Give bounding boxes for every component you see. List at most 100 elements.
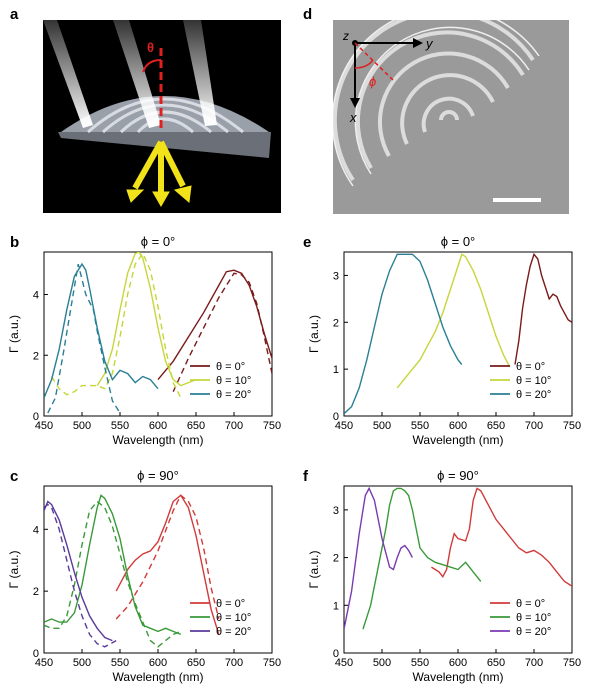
x-tick-label: 450 [35, 420, 53, 432]
legend-label: θ = 0° [516, 598, 545, 610]
x-tick-label: 650 [187, 420, 205, 432]
x-axis-label: Wavelength (nm) [413, 670, 504, 684]
chart-title: ϕ = 90° [437, 468, 479, 483]
x-tick-label: 600 [149, 657, 167, 669]
y-tick-label: 2 [33, 350, 39, 362]
legend-label: θ = 10° [516, 612, 551, 624]
x-tick-label: 500 [373, 657, 391, 669]
legend-label: θ = 0° [216, 361, 245, 373]
series-line-3 [44, 500, 182, 648]
y-tick-label: 0 [333, 411, 339, 423]
series-line-2 [44, 494, 182, 636]
x-tick-label: 750 [263, 420, 281, 432]
panel-letter-a: a [10, 6, 19, 23]
y-tick-label: 4 [33, 290, 39, 302]
legend-label: θ = 20° [516, 626, 551, 638]
x-tick-label: 550 [111, 420, 129, 432]
x-axis-label: Wavelength (nm) [113, 433, 204, 447]
series-line-0 [157, 269, 272, 381]
y-axis-label: Γ (a.u.) [7, 551, 21, 589]
y-tick-label: 4 [33, 524, 39, 536]
x-tick-label: 750 [263, 657, 281, 669]
sem-image-d: z y x ϕ [331, 6, 569, 214]
series-line-1 [115, 494, 220, 620]
chart-title: ϕ = 0° [141, 234, 176, 249]
series-line-2 [344, 253, 463, 415]
y-axis-label: y [425, 36, 434, 51]
legend-label: θ = 20° [216, 389, 251, 401]
x-tick-label: 450 [35, 657, 53, 669]
series-line-1 [172, 272, 272, 392]
illustration-a: θ [43, 20, 281, 213]
series-line-1 [396, 253, 511, 389]
panel-letter-c: c [10, 468, 19, 485]
x-tick-label: 600 [449, 657, 467, 669]
series-line-1 [362, 487, 482, 630]
series-line-0 [514, 252, 572, 365]
legend-label: θ = 20° [216, 626, 251, 638]
y-tick-label: 2 [333, 317, 339, 329]
series-line-2 [344, 486, 414, 630]
x-tick-label: 600 [149, 420, 167, 432]
z-axis-label: z [342, 29, 349, 43]
panel-letter-f: f [303, 468, 308, 485]
x-tick-label: 650 [487, 420, 505, 432]
y-axis-label: Γ (a.u.) [307, 315, 321, 353]
chart-c: ϕ = 90° 450 500 550 600 650 700 750 0 2 4 Wavelengt… [7, 468, 281, 684]
y-tick-label: 3 [333, 505, 339, 517]
series-line-5 [47, 263, 121, 414]
scale-bar [493, 198, 541, 202]
x-tick-label: 700 [525, 420, 543, 432]
theta-label: θ [147, 40, 154, 55]
x-axis-label: Wavelength (nm) [413, 433, 504, 447]
phi-label: ϕ [369, 74, 376, 89]
series-line-4 [44, 500, 113, 642]
x-tick-label: 550 [411, 420, 429, 432]
y-tick-label: 2 [333, 553, 339, 565]
y-tick-label: 0 [33, 411, 39, 423]
panel-letter-b: b [10, 234, 20, 251]
chart-title: ϕ = 0° [441, 234, 476, 249]
series-line-2 [96, 252, 197, 387]
x-tick-label: 750 [563, 420, 581, 432]
x-axis-label: Wavelength (nm) [113, 670, 204, 684]
y-axis-label: Γ (a.u.) [307, 551, 321, 589]
panel-letter-d: d [303, 6, 313, 23]
x-tick-label: 600 [449, 420, 467, 432]
x-tick-label: 450 [335, 657, 353, 669]
y-tick-label: 0 [333, 648, 339, 660]
y-axis-label: Γ (a.u.) [7, 315, 21, 353]
legend-label: θ = 20° [516, 389, 551, 401]
legend-label: θ = 0° [516, 361, 545, 373]
x-axis-label: x [349, 110, 357, 125]
x-tick-label: 500 [73, 420, 91, 432]
x-tick-label: 550 [411, 657, 429, 669]
series-line-5 [44, 503, 117, 648]
y-tick-label: 1 [333, 600, 339, 612]
legend-label: θ = 10° [516, 375, 551, 387]
x-tick-label: 700 [525, 657, 543, 669]
y-tick-label: 1 [333, 364, 339, 376]
series-line-4 [44, 262, 159, 399]
panel-letter-e: e [303, 234, 312, 251]
x-tick-label: 700 [225, 657, 243, 669]
chart-e: ϕ = 0° 450 500 550 600 650 700 750 0 1 2 3 Wavelengt… [307, 234, 581, 447]
legend-label: θ = 10° [216, 612, 251, 624]
x-tick-label: 650 [187, 657, 205, 669]
x-tick-label: 550 [111, 657, 129, 669]
x-tick-label: 450 [335, 420, 353, 432]
x-tick-label: 500 [373, 420, 391, 432]
series-line-0 [115, 494, 220, 635]
y-tick-label: 2 [33, 586, 39, 598]
series-line-0 [431, 487, 572, 587]
legend-label: θ = 0° [216, 598, 245, 610]
y-tick-label: 3 [333, 270, 339, 282]
chart-b: ϕ = 0° 450 500 550 600 650 700 750 0 2 4 Wavelength… [7, 234, 281, 447]
x-tick-label: 750 [563, 657, 581, 669]
x-tick-label: 500 [73, 657, 91, 669]
chart-title: ϕ = 90° [137, 468, 179, 483]
chart-f: ϕ = 90° 450 500 550 600 650 700 750 0 1 2 3 Waveleng… [307, 468, 581, 684]
y-tick-label: 0 [33, 648, 39, 660]
x-tick-label: 700 [225, 420, 243, 432]
legend-label: θ = 10° [216, 375, 251, 387]
